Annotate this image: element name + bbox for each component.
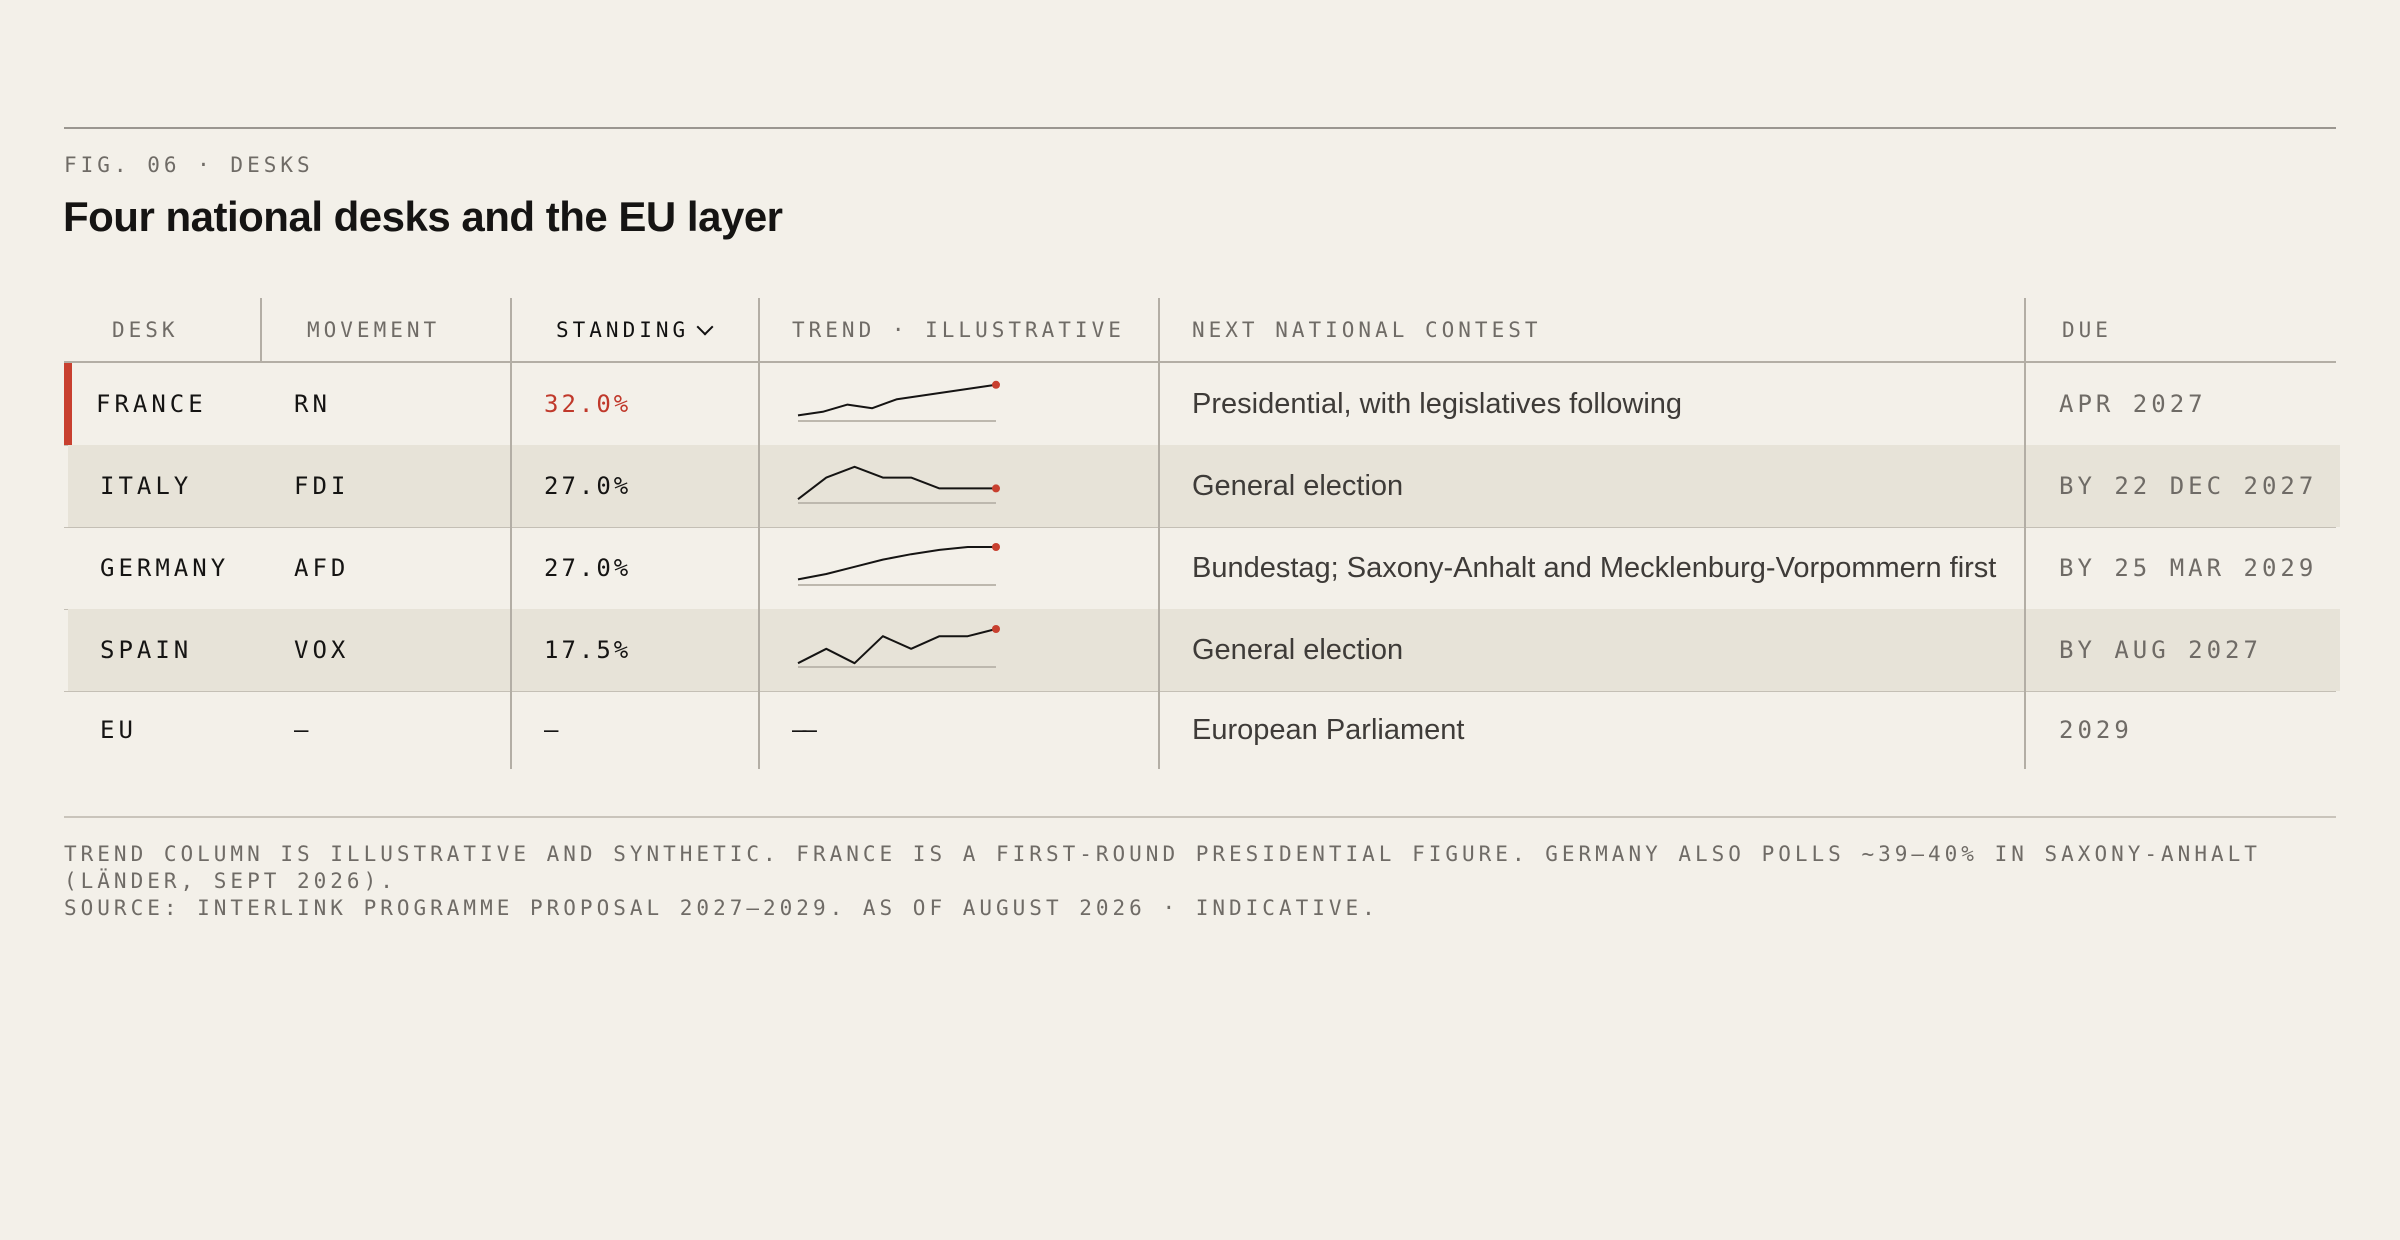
trend-sparkline [797,543,1000,586]
due-cell: BY 25 MAR 2029 [2059,554,2318,582]
due-cell: APR 2027 [2059,390,2207,418]
desk-cell: GERMANY [100,554,230,582]
standing-cell: 27.0% [544,472,632,500]
contest-cell: Bundestag; Saxony-Anhalt and Mecklenburg… [1192,552,1997,584]
column-divider [510,298,512,769]
desks-table: DESK MOVEMENT STANDING TREND · ILLUSTRAT… [64,298,2340,769]
sparkline-endpoint [992,484,1000,493]
movement-cell: — [294,716,309,744]
footer-rule [64,816,2336,818]
table-row-eu[interactable]: EU — — —— European Parliament 2029 [64,691,2336,769]
sparkline-path [797,628,997,665]
column-header-movement[interactable]: MOVEMENT [307,318,441,342]
due-cell: 2029 [2059,716,2133,744]
table-row-france[interactable]: FRANCE RN 32.0% Presidential, with legis… [64,363,2336,446]
column-header-trend[interactable]: TREND · ILLUSTRATIVE [792,318,1125,342]
row-divider [64,691,2336,692]
movement-cell: RN [294,390,331,418]
top-rule [64,127,2336,129]
contest-cell: General election [1192,634,1404,666]
column-divider [2024,298,2026,769]
table-row-germany[interactable]: GERMANY AFD 27.0% Bundestag; Saxony-Anha… [64,527,2336,610]
sparkline-endpoint [992,380,1000,389]
column-divider [260,298,262,362]
standing-cell: — [544,716,559,744]
contest-cell: European Parliament [1192,714,1465,746]
row-band [68,445,2340,527]
page-title: Four national desks and the EU layer [63,193,783,240]
sparkline-path [797,383,997,417]
row-divider [64,527,2336,528]
movement-cell: FDI [294,472,350,500]
trend-sparkline [797,465,1000,504]
desk-cell: EU [100,716,137,744]
movement-cell: AFD [294,554,350,582]
contest-cell: General election [1192,470,1404,502]
header-divider [64,361,2336,363]
column-header-standing-label: STANDING [556,318,690,342]
row-band [68,609,2340,691]
sparkline-path [797,546,996,581]
figure-label: FIG. 06 · DESKS [64,153,314,177]
table-row-italy[interactable]: ITALY FDI 27.0% General election BY 22 D… [64,445,2340,528]
chevron-down-icon [696,318,714,336]
column-header-desk[interactable]: DESK [112,318,179,342]
table-row-spain[interactable]: SPAIN VOX 17.5% General election BY AUG … [64,609,2340,692]
standing-cell: 17.5% [544,636,632,664]
trend-sparkline [797,380,1000,422]
column-header-standing[interactable]: STANDING [556,298,714,362]
column-header-due[interactable]: DUE [2062,318,2112,342]
sparkline-path [797,465,996,500]
sparkline-endpoint [992,625,1000,633]
sparkline-endpoint [992,543,1000,551]
desk-cell: FRANCE [96,390,207,418]
due-cell: BY 22 DEC 2027 [2059,472,2318,500]
trend-empty-cell: —— [792,716,817,744]
desk-cell: ITALY [100,472,193,500]
movement-cell: VOX [294,636,350,664]
standing-cell: 27.0% [544,554,632,582]
footer-note-continued: (LÄNDER, SEPT 2026). [64,869,397,893]
table-header-row: DESK MOVEMENT STANDING TREND · ILLUSTRAT… [64,298,2336,363]
column-header-contest[interactable]: NEXT NATIONAL CONTEST [1192,318,1542,342]
standing-cell: 32.0% [544,390,632,418]
trend-sparkline [797,625,1000,668]
desk-cell: SPAIN [100,636,193,664]
due-cell: BY AUG 2027 [2059,636,2262,664]
footer-note: TREND COLUMN IS ILLUSTRATIVE AND SYNTHET… [64,842,2261,866]
contest-cell: Presidential, with legislatives followin… [1192,388,1683,420]
active-row-accent [64,363,72,445]
column-divider [758,298,760,769]
column-divider [1158,298,1160,769]
footer-source: SOURCE: INTERLINK PROGRAMME PROPOSAL 202… [64,896,1379,920]
